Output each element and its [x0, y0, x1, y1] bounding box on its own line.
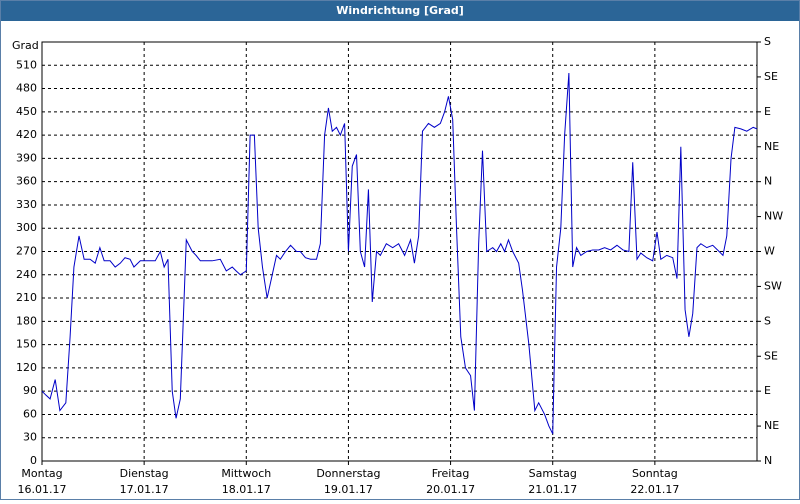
- x-tick-date: 22.01.17: [630, 483, 679, 496]
- x-tick-label: Mittwoch: [221, 467, 271, 480]
- x-tick-date: 20.01.17: [426, 483, 475, 496]
- x-tick-label: Sonntag: [632, 467, 678, 480]
- x-tick-label: Dienstag: [120, 467, 169, 480]
- y2-tick-label: E: [764, 105, 771, 118]
- y-tick-label: 330: [16, 198, 37, 211]
- y2-tick-label: SW: [764, 279, 782, 292]
- y2-tick-label: E: [764, 384, 771, 397]
- y-axis-label: Grad: [12, 39, 39, 52]
- y-tick-label: 30: [23, 431, 37, 444]
- y2-tick-label: N: [764, 175, 772, 188]
- x-tick-date: 16.01.17: [18, 483, 67, 496]
- plot-border: [41, 41, 758, 462]
- y-tick-label: 420: [16, 128, 37, 141]
- y-tick-label: 180: [16, 314, 37, 327]
- x-tick-label: Samstag: [529, 467, 577, 480]
- x-tick-label: Montag: [21, 467, 62, 480]
- y2-tick-label: NE: [764, 419, 779, 432]
- y2-tick-label: S: [764, 35, 771, 48]
- data-line: [41, 73, 758, 435]
- y-tick-label: 390: [16, 151, 37, 164]
- y-tick-label: 240: [16, 268, 37, 281]
- y-tick-label: 150: [16, 338, 37, 351]
- x-tick-date: 21.01.17: [528, 483, 577, 496]
- y2-tick-label: S: [764, 314, 771, 327]
- title-bar: [0, 0, 800, 21]
- y-tick-label: 510: [16, 58, 37, 71]
- x-tick-date: 17.01.17: [120, 483, 169, 496]
- y2-tick-label: N: [764, 454, 772, 467]
- y-tick-label: 60: [23, 407, 37, 420]
- y-tick-label: 360: [16, 175, 37, 188]
- y2-tick-label: SE: [764, 349, 778, 362]
- y-tick-label: 480: [16, 82, 37, 95]
- y2-tick-label: NW: [764, 210, 783, 223]
- y-tick-label: 270: [16, 245, 37, 258]
- x-tick-date: 18.01.17: [222, 483, 271, 496]
- x-tick-label: Donnerstag: [316, 467, 380, 480]
- y-tick-label: 450: [16, 105, 37, 118]
- y-tick-label: 120: [16, 361, 37, 374]
- y2-tick-label: NE: [764, 140, 779, 153]
- y-tick-label: 0: [30, 454, 37, 467]
- y-tick-label: 210: [16, 291, 37, 304]
- y-tick-label: 90: [23, 384, 37, 397]
- y-tick-label: 300: [16, 221, 37, 234]
- y2-tick-label: SE: [764, 70, 778, 83]
- x-tick-date: 19.01.17: [324, 483, 373, 496]
- y2-tick-label: W: [764, 245, 775, 258]
- x-tick-label: Freitag: [432, 467, 470, 480]
- chart-title: Windrichtung [Grad]: [336, 4, 464, 17]
